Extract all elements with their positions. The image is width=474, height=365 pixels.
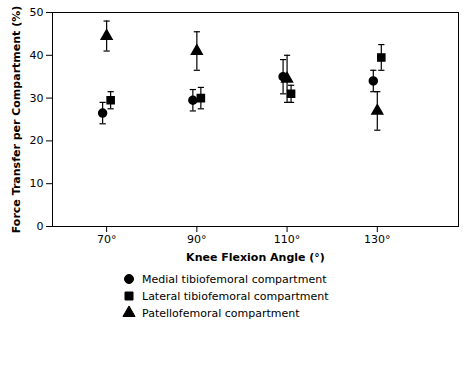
html-text:Patellofemoral compartment: Patellofemoral compartment <box>142 306 300 320</box>
html-text:Medial tibiofemoral compartmen: Medial tibiofemoral compartment <box>142 272 327 286</box>
svg-text:70°: 70° <box>97 233 117 246</box>
svg-text:Force Transfer per Compartment: Force Transfer per Compartment (%) <box>10 6 23 233</box>
svg-text:20: 20 <box>30 134 44 147</box>
svg-text:10: 10 <box>30 177 44 190</box>
svg-text:0: 0 <box>37 220 44 233</box>
html-text:Lateral tibiofemoral compartme: Lateral tibiofemoral compartment <box>142 289 329 303</box>
svg-text:130°: 130° <box>364 233 391 246</box>
svg-text:110°: 110° <box>274 233 301 246</box>
svg-text:30: 30 <box>30 92 44 105</box>
svg-text:40: 40 <box>30 49 44 62</box>
svg-text:50: 50 <box>30 6 44 19</box>
svg-text:90°: 90° <box>187 233 207 246</box>
svg-text:Knee Flexion Angle (°): Knee Flexion Angle (°) <box>186 251 325 264</box>
